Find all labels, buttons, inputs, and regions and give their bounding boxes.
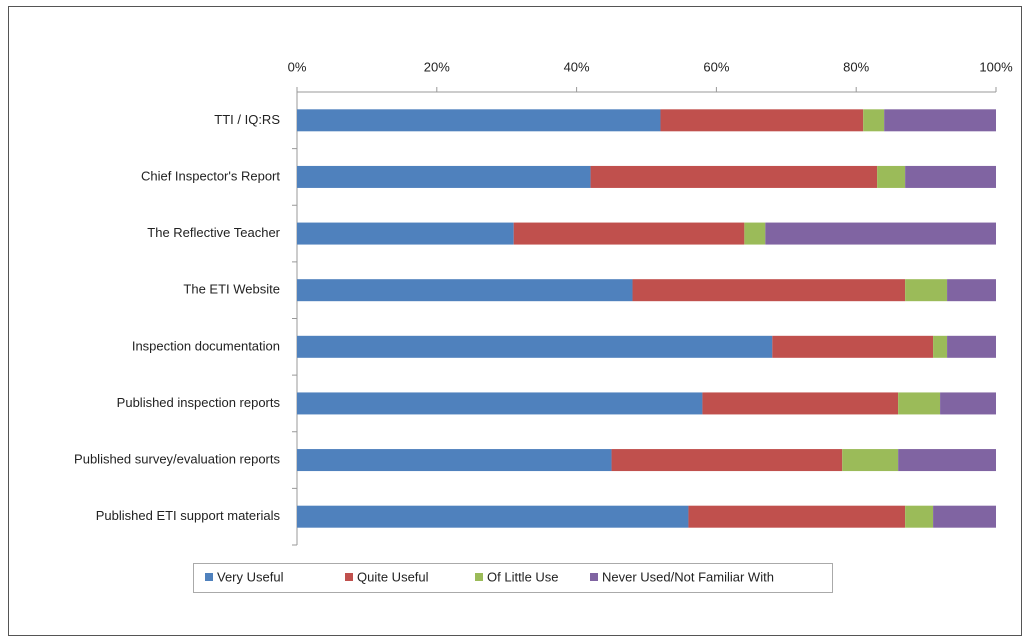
bar-segment	[744, 222, 766, 245]
y-tick-label: TTI / IQ:RS	[214, 112, 280, 127]
frame	[8, 6, 1022, 636]
bar-segment	[297, 392, 703, 415]
legend	[193, 563, 833, 593]
bar-segment	[898, 449, 996, 472]
bar-segment	[905, 279, 948, 302]
legend-label: Very Useful	[217, 569, 284, 584]
y-tick-label: The Reflective Teacher	[147, 225, 280, 240]
bar-segment	[905, 165, 996, 188]
legend-label: Quite Useful	[357, 569, 429, 584]
bar-segment	[611, 449, 843, 472]
x-tick-label: 40%	[564, 59, 590, 74]
bar-segment	[513, 222, 745, 245]
bar-segment	[842, 449, 899, 472]
bar-segment	[590, 165, 878, 188]
bar-segment	[702, 392, 899, 415]
bar-segment	[765, 222, 996, 245]
y-tick-label: Published inspection reports	[117, 395, 281, 410]
x-tick-label: 20%	[424, 59, 450, 74]
legend-swatch	[345, 573, 353, 581]
bar-segment	[660, 109, 864, 132]
bar-segment	[863, 109, 885, 132]
y-tick-label: The ETI Website	[183, 282, 280, 297]
bar-segment	[947, 335, 996, 358]
legend-swatch	[205, 573, 213, 581]
bar-segment	[947, 279, 996, 302]
bar-segment	[933, 505, 996, 528]
x-tick-label: 100%	[979, 59, 1013, 74]
bar-segment	[632, 279, 906, 302]
bar-segment	[933, 335, 948, 358]
bar-segment	[297, 222, 514, 245]
legend-label: Never Used/Not Familiar With	[602, 569, 774, 584]
bar-segment	[297, 279, 633, 302]
y-tick-label: Chief Inspector's Report	[141, 168, 280, 183]
bar-segment	[297, 165, 591, 188]
bar-segment	[297, 449, 612, 472]
bar-segment	[297, 109, 661, 132]
x-tick-label: 60%	[703, 59, 729, 74]
bar-segment	[772, 335, 934, 358]
legend-label: Of Little Use	[487, 569, 559, 584]
bar-segment	[688, 505, 906, 528]
bar-segment	[905, 505, 934, 528]
x-tick-label: 80%	[843, 59, 869, 74]
y-tick-label: Published survey/evaluation reports	[74, 452, 280, 467]
bar-segment	[884, 109, 996, 132]
legend-swatch	[475, 573, 483, 581]
y-tick-label: Inspection documentation	[132, 338, 280, 353]
bar-segment	[877, 165, 906, 188]
bar-segment	[297, 505, 689, 528]
bar-segment	[898, 392, 941, 415]
bar-segment	[940, 392, 996, 415]
legend-swatch	[590, 573, 598, 581]
x-tick-label: 0%	[288, 59, 307, 74]
bar-segment	[297, 335, 773, 358]
y-tick-label: Published ETI support materials	[96, 508, 281, 523]
